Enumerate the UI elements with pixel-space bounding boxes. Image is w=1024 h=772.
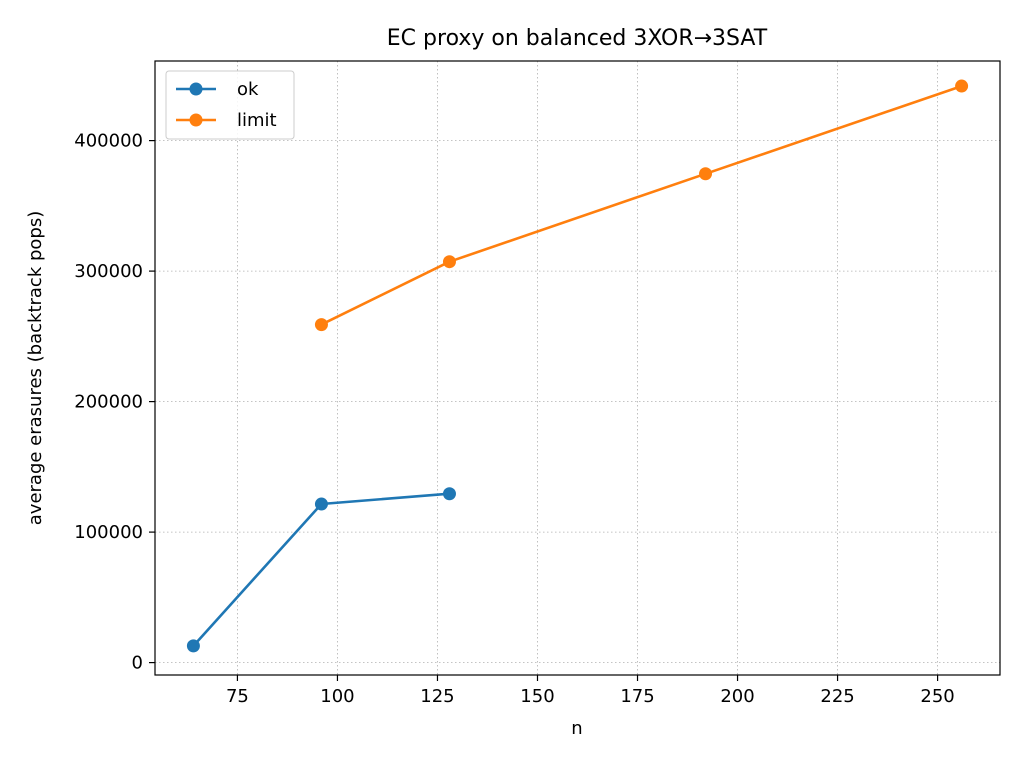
series-limit-point <box>955 79 969 93</box>
legend-limit-marker <box>189 113 203 127</box>
x-tick-label: 200 <box>720 686 754 707</box>
legend-ok-marker <box>189 82 203 96</box>
x-tick-label: 225 <box>820 686 854 707</box>
x-axis: 75 100 125 150 175 200 225 250 <box>226 675 955 707</box>
x-axis-label: n <box>571 718 582 739</box>
x-tick-label: 175 <box>620 686 654 707</box>
y-tick-label: 300000 <box>74 261 143 282</box>
series-limit-point <box>314 318 328 332</box>
series-limit-point <box>699 167 713 181</box>
y-tick-label: 400000 <box>74 131 143 152</box>
x-tick-label: 125 <box>420 686 454 707</box>
legend-limit-label: limit <box>237 110 277 131</box>
x-tick-label: 100 <box>320 686 354 707</box>
series-limit-line <box>320 84 963 326</box>
series-ok-point <box>442 487 456 501</box>
series-ok-point <box>186 639 200 653</box>
y-axis-label: average erasures (backtrack pops) <box>25 211 46 525</box>
series-limit <box>314 79 969 332</box>
y-axis: 0 100000 200000 300000 400000 <box>74 131 155 674</box>
y-tick-label: 200000 <box>74 392 143 413</box>
x-tick-label: 150 <box>520 686 554 707</box>
legend: ok limit <box>165 70 295 140</box>
x-tick-label: 250 <box>920 686 954 707</box>
y-tick-label: 0 <box>132 653 143 674</box>
series-ok <box>186 487 456 653</box>
x-tick-label: 75 <box>226 686 249 707</box>
series-limit-point <box>442 255 456 269</box>
legend-ok-label: ok <box>237 79 259 100</box>
y-tick-label: 100000 <box>74 522 143 543</box>
series-ok-point <box>314 497 328 511</box>
chart-title: EC proxy on balanced 3XOR→3SAT <box>387 26 768 51</box>
plot-frame <box>154 60 1001 676</box>
series-layer <box>186 79 969 653</box>
